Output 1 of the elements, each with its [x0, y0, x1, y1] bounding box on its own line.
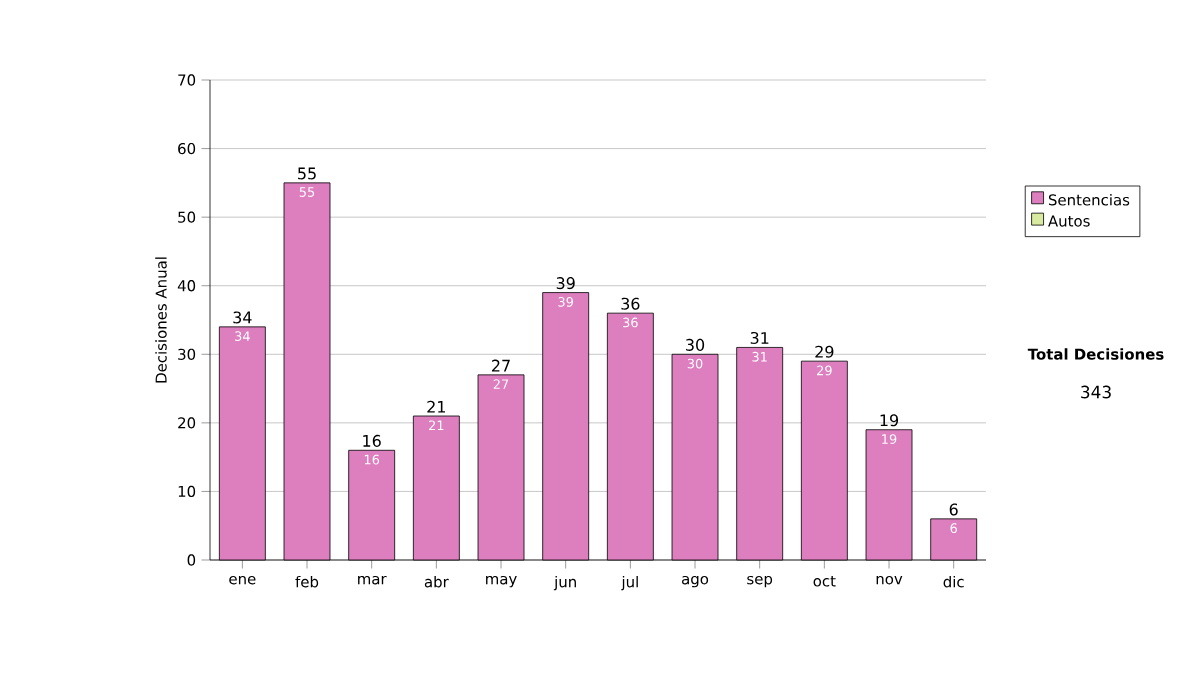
text: 343 — [1081, 385, 1111, 399]
